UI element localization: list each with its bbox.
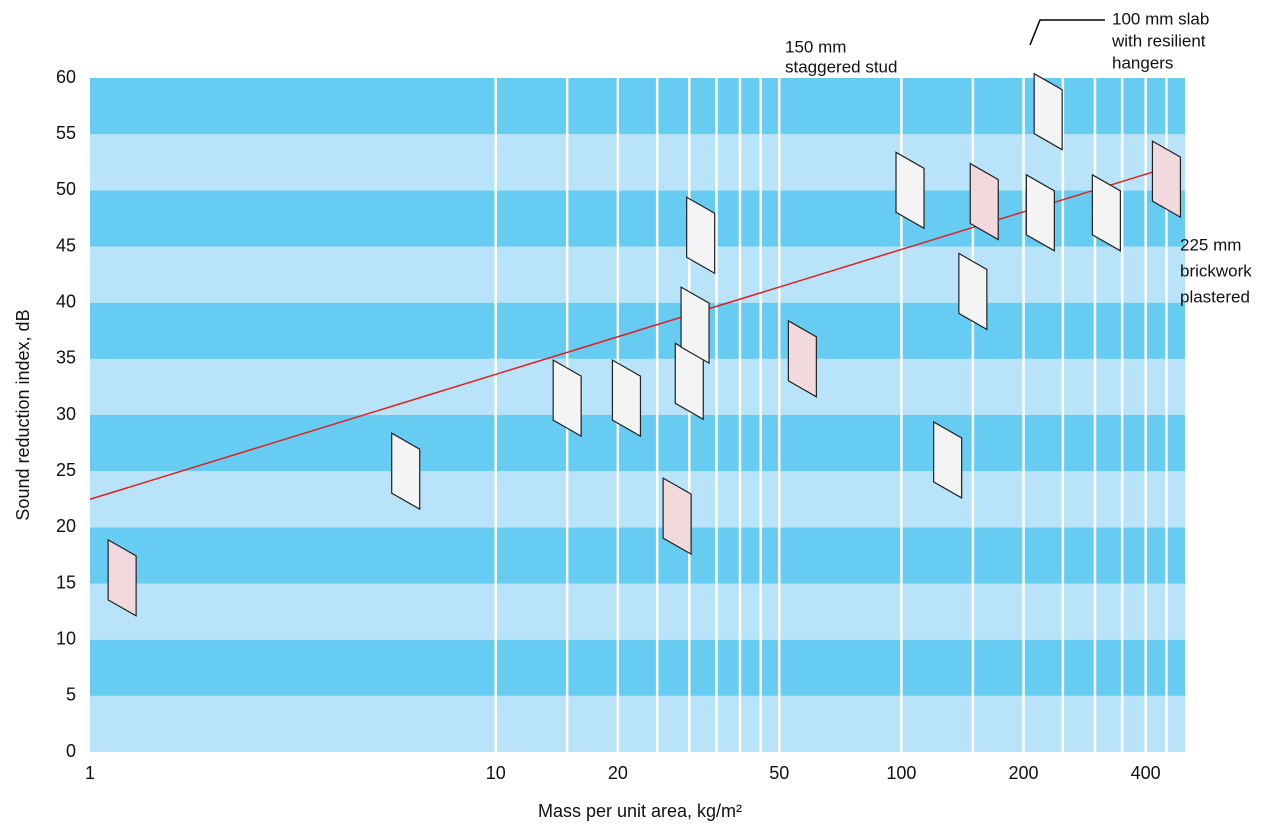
band (90, 78, 1185, 135)
construction-icon (969, 162, 999, 241)
y-tick-label: 50 (56, 179, 76, 199)
x-tick-label: 400 (1131, 763, 1161, 783)
y-tick-label: 60 (56, 67, 76, 87)
y-tick-label: 20 (56, 516, 76, 536)
y-axis-label: Sound reduction index, dB (13, 309, 33, 520)
annotation: 100 mm slab (1112, 9, 1209, 28)
annotation: 150 mm (785, 37, 846, 56)
x-tick-label: 100 (886, 763, 916, 783)
y-tick-label: 55 (56, 123, 76, 143)
construction-icon (895, 151, 925, 230)
x-tick-label: 10 (486, 763, 506, 783)
construction-icon (662, 477, 692, 556)
band (90, 190, 1185, 247)
band (90, 527, 1185, 584)
band (90, 134, 1185, 191)
y-tick-label: 5 (66, 685, 76, 705)
x-tick-label: 1 (85, 763, 95, 783)
construction-icon (933, 420, 963, 499)
y-tick-label: 45 (56, 235, 76, 255)
band (90, 583, 1185, 640)
construction-icon (686, 196, 716, 275)
leader-line (1029, 19, 1105, 46)
construction-icon (1091, 173, 1121, 252)
band (90, 639, 1185, 696)
construction-icon (391, 432, 421, 511)
x-axis-label: Mass per unit area, kg/m² (538, 801, 742, 821)
construction-icon (1151, 140, 1182, 219)
y-tick-label: 35 (56, 348, 76, 368)
y-tick-label: 40 (56, 291, 76, 311)
annotation: hangers (1112, 53, 1173, 72)
band (90, 471, 1185, 528)
construction-icon (611, 359, 642, 438)
x-tick-label: 200 (1009, 763, 1039, 783)
construction-icon (1025, 173, 1055, 252)
plot-background (90, 78, 1185, 752)
x-tick-label: 50 (769, 763, 789, 783)
construction-icon (958, 252, 988, 331)
construction-icon (680, 286, 710, 365)
construction-icon (1033, 72, 1063, 151)
band (90, 246, 1185, 303)
y-tick-label: 30 (56, 404, 76, 424)
x-tick-label: 20 (608, 763, 628, 783)
annotation: with resilient (1111, 31, 1206, 50)
construction-icon (552, 359, 582, 438)
annotation: 225 mm (1180, 235, 1241, 254)
y-tick-label: 15 (56, 572, 76, 592)
construction-icon (107, 538, 137, 617)
y-tick-label: 25 (56, 460, 76, 480)
y-tick-label: 0 (66, 741, 76, 761)
annotation: staggered stud (785, 57, 897, 76)
band (90, 695, 1185, 752)
annotation: brickwork (1180, 261, 1252, 280)
construction-icon (787, 319, 817, 398)
annotation: plastered (1180, 287, 1250, 306)
marks (89, 72, 1182, 617)
y-tick-label: 10 (56, 628, 76, 648)
